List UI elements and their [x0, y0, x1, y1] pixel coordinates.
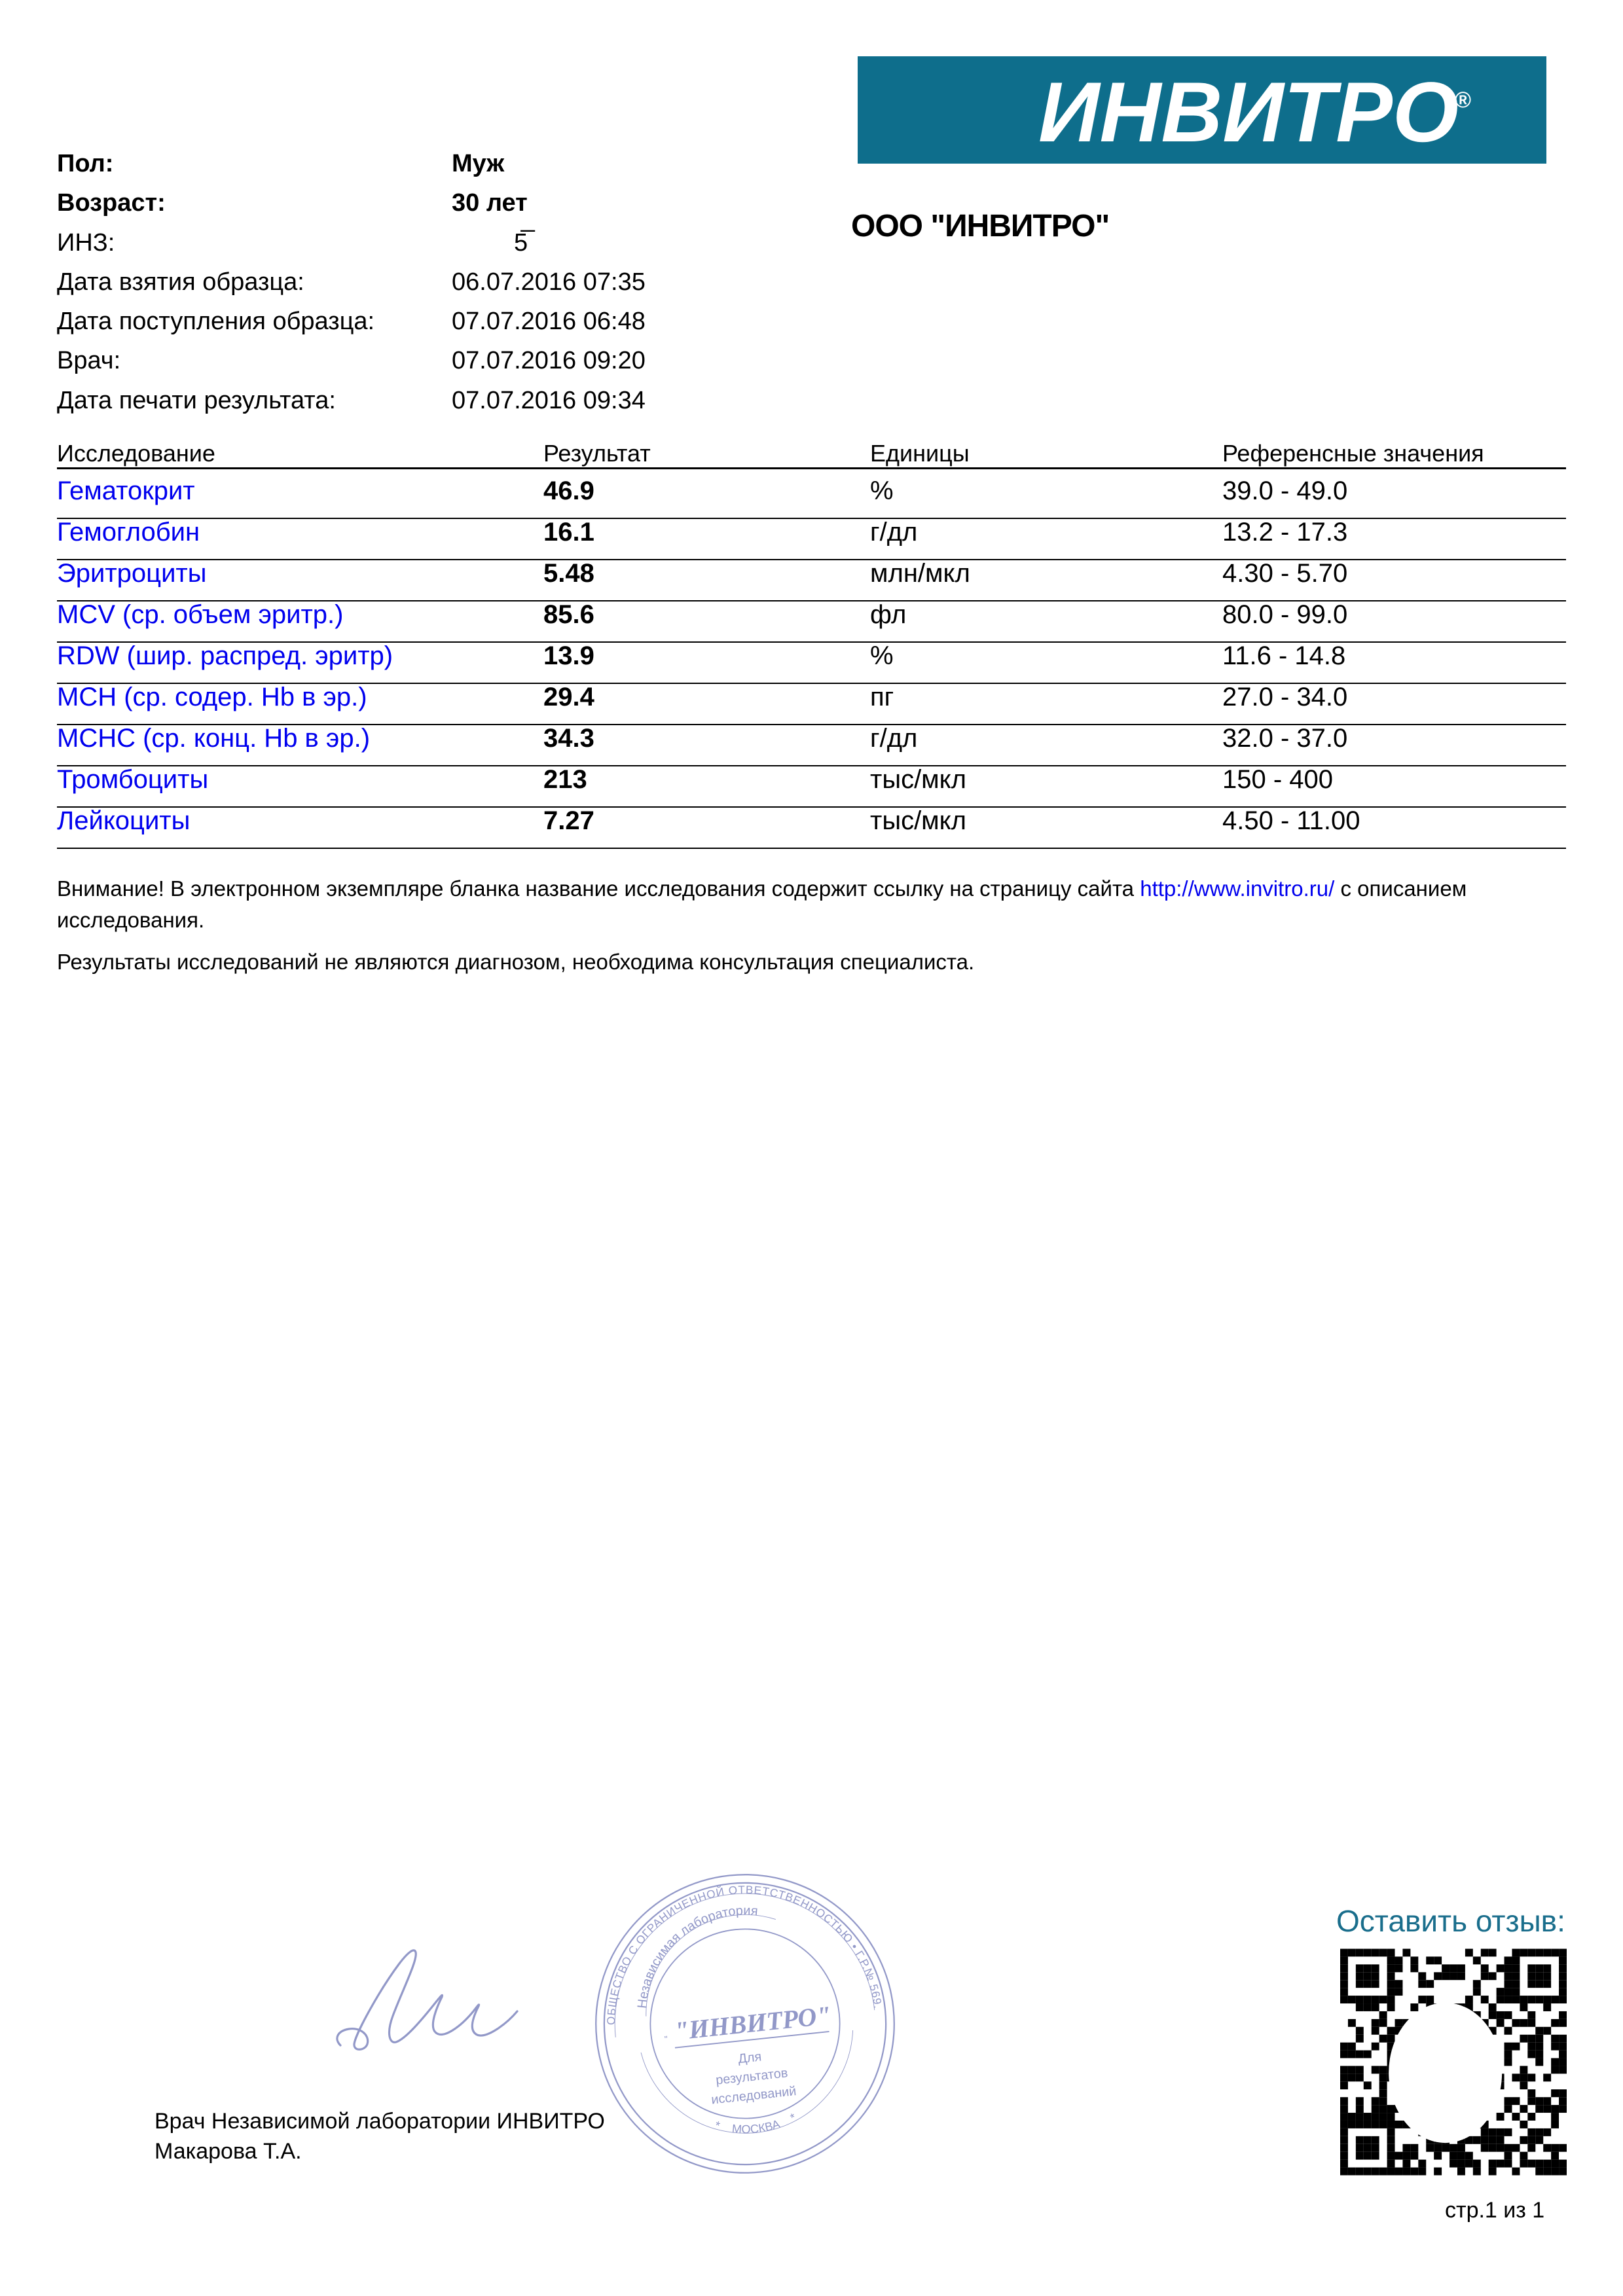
- svg-text:результатов: результатов: [715, 2066, 788, 2087]
- svg-text:* МОСКВА *: * МОСКВА *: [712, 2110, 799, 2140]
- svg-text:Для: Для: [737, 2049, 762, 2066]
- svg-text:Независимая лаборатория: Независимая лаборатория: [625, 1901, 768, 2011]
- svg-text:исследований: исследований: [710, 2084, 797, 2108]
- svg-text:": ": [664, 2034, 668, 2044]
